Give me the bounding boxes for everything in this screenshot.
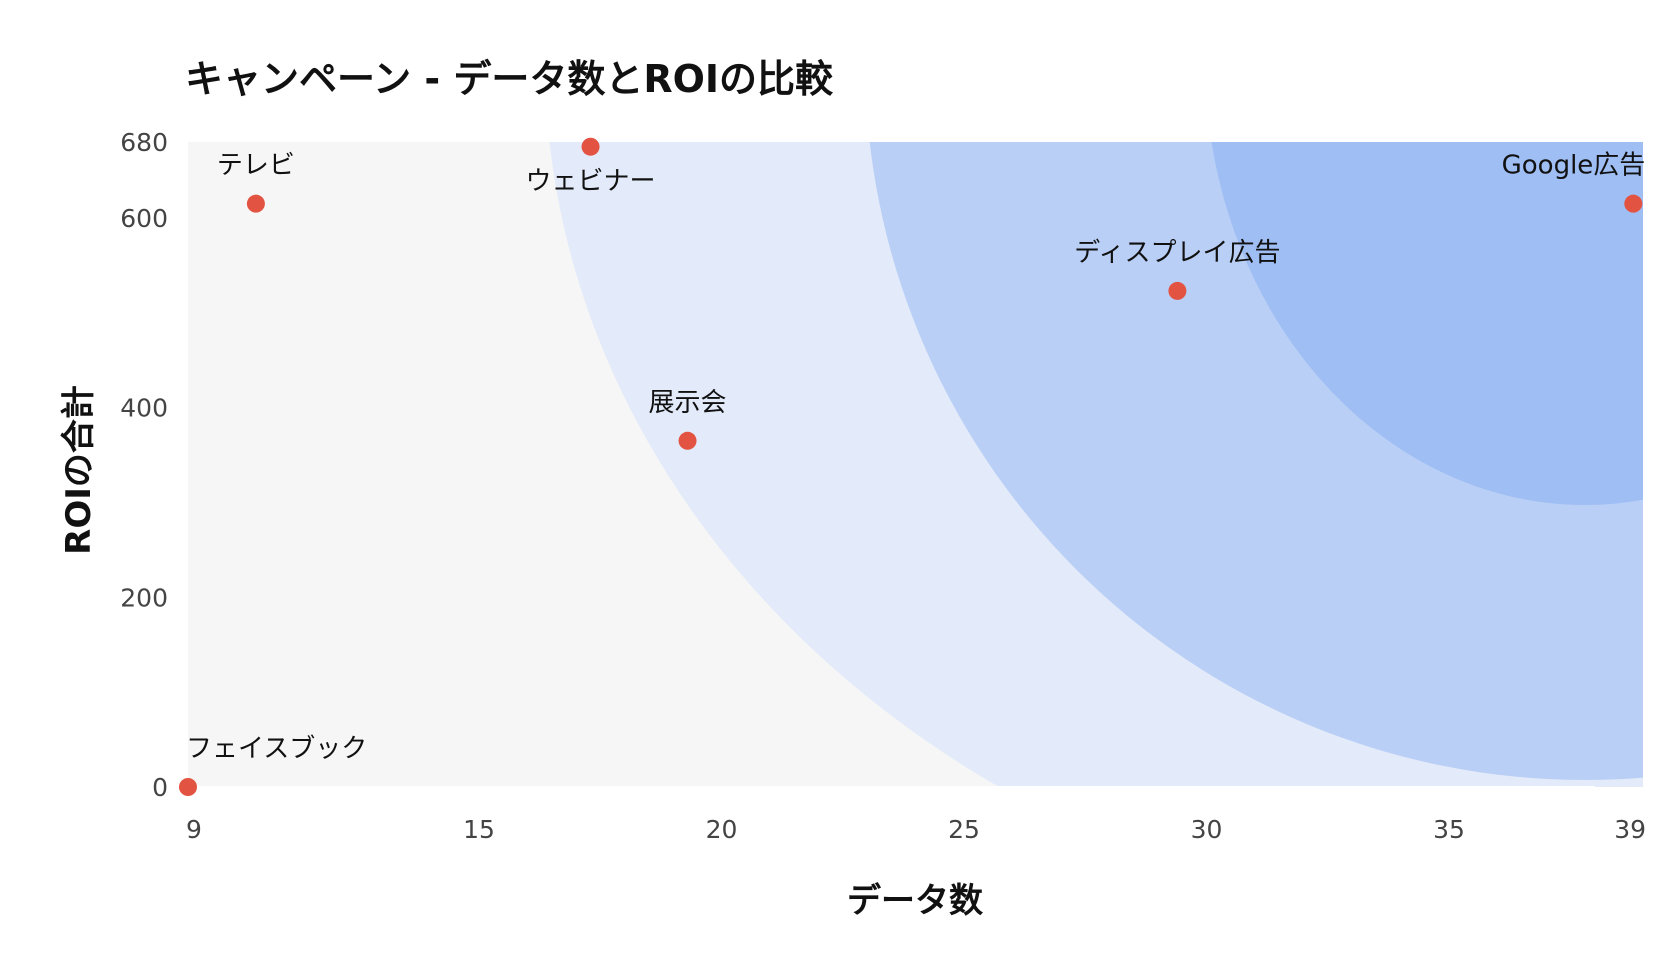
x-tick-label: 35 [1433, 815, 1465, 844]
x-tick-label: 9 [186, 815, 202, 844]
y-axis-title: ROIの合計 [59, 385, 99, 555]
data-points [179, 137, 1643, 796]
x-tick-label: 15 [463, 815, 495, 844]
data-point[interactable] [1168, 281, 1187, 300]
point-label: ウェビナー [526, 167, 656, 197]
point-label: テレビ [217, 151, 295, 181]
y-tick-label: 0 [152, 773, 168, 802]
background-band-3 [1211, 142, 1643, 505]
data-point[interactable] [581, 137, 600, 156]
y-tick-label: 400 [120, 394, 168, 423]
x-tick-label: 39 [1614, 815, 1646, 844]
y-axis-ticks: 0 200 400 600 680 [120, 128, 168, 802]
y-tick-label: 200 [120, 583, 168, 612]
gradient-bands [549, 142, 1643, 787]
y-tick-label: 600 [120, 204, 168, 233]
x-tick-label: 30 [1191, 815, 1223, 844]
point-label: ディスプレイ広告 [1074, 238, 1280, 268]
x-axis-title: データ数 [847, 881, 983, 921]
chart-title: キャンペーン - データ数とROIの比較 [185, 57, 834, 101]
point-label: 展示会 [649, 388, 727, 418]
data-point[interactable] [678, 431, 697, 450]
point-label: フェイスブック [186, 734, 367, 764]
y-tick-label: 680 [120, 128, 168, 157]
point-label: Google広告 [1502, 151, 1646, 181]
x-tick-label: 20 [706, 815, 738, 844]
data-point[interactable] [1624, 194, 1643, 213]
data-point[interactable] [246, 194, 265, 213]
x-tick-label: 25 [948, 815, 980, 844]
x-axis-ticks: 9 15 20 25 30 35 39 [186, 815, 1646, 844]
data-point[interactable] [179, 778, 197, 796]
